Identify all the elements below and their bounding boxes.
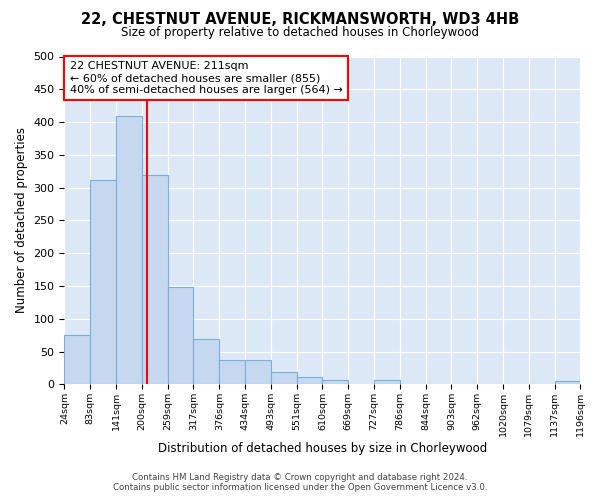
X-axis label: Distribution of detached houses by size in Chorleywood: Distribution of detached houses by size … [158, 442, 487, 455]
Bar [374, 380, 400, 384]
Text: 22 CHESTNUT AVENUE: 211sqm
← 60% of detached houses are smaller (855)
40% of sem: 22 CHESTNUT AVENUE: 211sqm ← 60% of deta… [70, 62, 343, 94]
Bar [271, 372, 296, 384]
Bar [116, 116, 142, 384]
Bar [296, 376, 322, 384]
Bar [64, 335, 90, 384]
Bar [90, 180, 116, 384]
Bar [322, 380, 348, 384]
Text: Contains HM Land Registry data © Crown copyright and database right 2024.
Contai: Contains HM Land Registry data © Crown c… [113, 473, 487, 492]
Bar [245, 360, 271, 384]
Y-axis label: Number of detached properties: Number of detached properties [15, 128, 28, 314]
Bar [193, 338, 219, 384]
Bar [142, 174, 167, 384]
Text: Size of property relative to detached houses in Chorleywood: Size of property relative to detached ho… [121, 26, 479, 39]
Bar [167, 288, 193, 384]
Bar [219, 360, 245, 384]
Text: 22, CHESTNUT AVENUE, RICKMANSWORTH, WD3 4HB: 22, CHESTNUT AVENUE, RICKMANSWORTH, WD3 … [81, 12, 519, 28]
Bar [554, 381, 580, 384]
